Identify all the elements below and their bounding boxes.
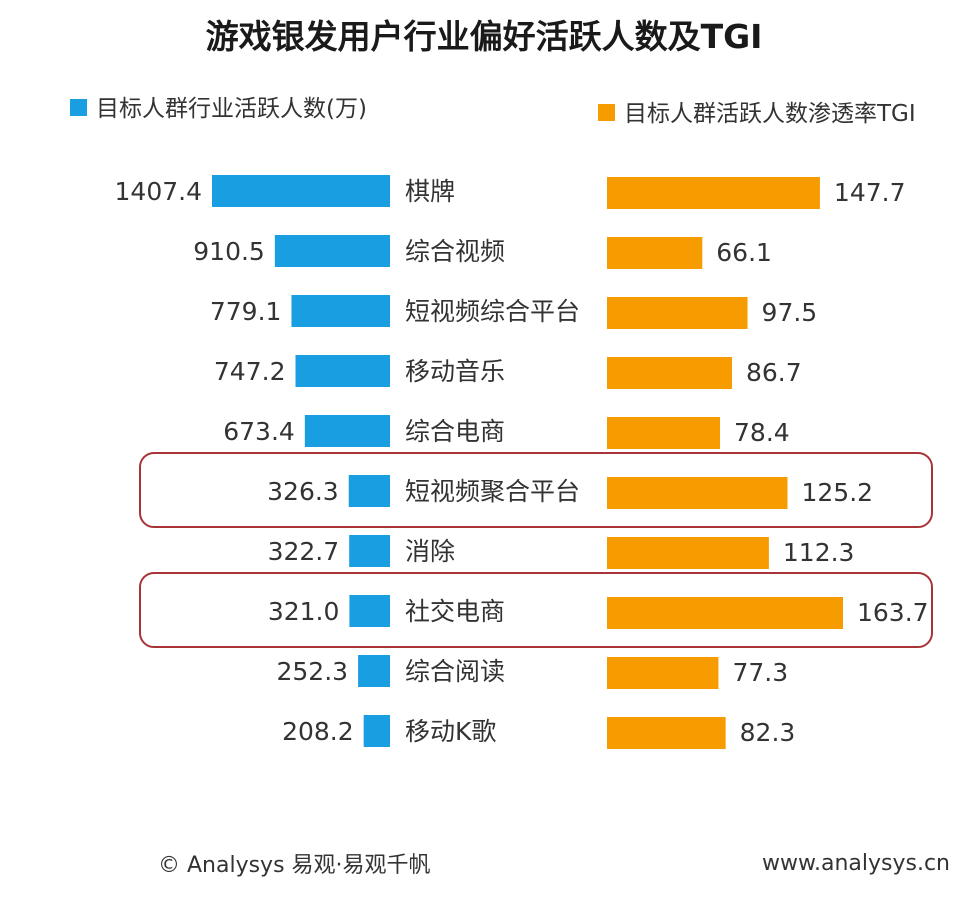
right-bar-4 xyxy=(607,417,721,449)
legend-swatch-tgi xyxy=(598,104,615,121)
right-bar-1 xyxy=(607,237,703,269)
right-value-label-0: 147.7 xyxy=(834,178,906,207)
left-value-label-4: 673.4 xyxy=(223,417,295,446)
category-label-8: 综合阅读 xyxy=(405,657,505,686)
right-bar-8 xyxy=(607,657,719,689)
left-value-label-1: 910.5 xyxy=(193,237,265,266)
left-bar-0 xyxy=(212,175,390,207)
left-bar-8 xyxy=(358,655,390,687)
right-value-label-6: 112.3 xyxy=(783,538,855,567)
category-label-1: 综合视频 xyxy=(405,237,505,266)
left-value-label-5: 326.3 xyxy=(267,477,339,506)
left-bar-9 xyxy=(363,715,390,747)
legend-label-tgi: 目标人群活跃人数渗透率TGI xyxy=(624,101,916,127)
category-label-6: 消除 xyxy=(405,537,455,566)
left-value-label-0: 1407.4 xyxy=(115,177,202,206)
right-bar-6 xyxy=(607,537,769,569)
left-bar-7 xyxy=(349,595,390,627)
left-value-label-2: 779.1 xyxy=(210,297,282,326)
right-value-label-3: 86.7 xyxy=(746,358,802,387)
left-bar-3 xyxy=(295,355,390,387)
right-bar-2 xyxy=(607,297,748,329)
left-bar-6 xyxy=(349,535,390,567)
category-label-2: 短视频综合平台 xyxy=(405,297,580,326)
chart-title: 游戏银发用户行业偏好活跃人数及TGI xyxy=(206,17,763,56)
right-bar-7 xyxy=(607,597,843,629)
left-value-label-9: 208.2 xyxy=(282,717,354,746)
left-value-label-6: 322.7 xyxy=(268,537,340,566)
right-bar-5 xyxy=(607,477,788,509)
right-value-label-8: 77.3 xyxy=(732,658,788,687)
right-bar-group xyxy=(607,177,843,749)
left-value-label-7: 321.0 xyxy=(268,597,340,626)
right-value-label-9: 82.3 xyxy=(740,718,796,747)
right-bar-3 xyxy=(607,357,732,389)
category-label-0: 棋牌 xyxy=(405,177,455,206)
right-value-label-4: 78.4 xyxy=(734,418,790,447)
footer-website: www.analysys.cn xyxy=(762,851,950,876)
left-value-label-8: 252.3 xyxy=(277,657,349,686)
right-value-label-2: 97.5 xyxy=(762,298,818,327)
category-label-9: 移动K歌 xyxy=(405,717,496,746)
left-bar-2 xyxy=(291,295,390,327)
left-value-labels: 1407.4 910.5 779.1 747.2 673.4 326.3 322.7 321.… xyxy=(115,177,354,746)
category-label-4: 综合电商 xyxy=(405,417,505,446)
category-label-3: 移动音乐 xyxy=(405,357,505,386)
right-bar-0 xyxy=(607,177,820,209)
left-value-label-3: 747.2 xyxy=(214,357,286,386)
category-label-7: 社交电商 xyxy=(405,597,505,626)
highlight-box-5 xyxy=(139,452,933,528)
left-bar-1 xyxy=(274,235,390,267)
category-labels: 棋牌综合视频短视频综合平台移动音乐综合电商短视频聚合平台消除社交电商综合阅读移动… xyxy=(405,177,580,746)
right-bar-9 xyxy=(607,717,726,749)
category-label-5: 短视频聚合平台 xyxy=(405,477,580,506)
footer-source: © Analysys 易观·易观千帆 xyxy=(158,853,431,878)
right-value-labels: 147.7 66.1 97.5 86.7 78.4 125.2 112.3 163.7 77.3… xyxy=(716,178,928,747)
legend: 目标人群行业活跃人数(万) 目标人群活跃人数渗透率TGI xyxy=(70,96,916,127)
right-value-label-5: 125.2 xyxy=(801,478,873,507)
left-bar-4 xyxy=(304,415,390,447)
legend-label-people: 目标人群行业活跃人数(万) xyxy=(96,96,367,122)
right-value-label-7: 163.7 xyxy=(857,598,929,627)
legend-swatch-people xyxy=(70,99,87,116)
highlight-box-7 xyxy=(139,572,933,648)
left-bar-group xyxy=(212,175,390,747)
highlight-boxes xyxy=(139,452,933,648)
right-value-label-1: 66.1 xyxy=(716,238,772,267)
left-bar-5 xyxy=(348,475,390,507)
